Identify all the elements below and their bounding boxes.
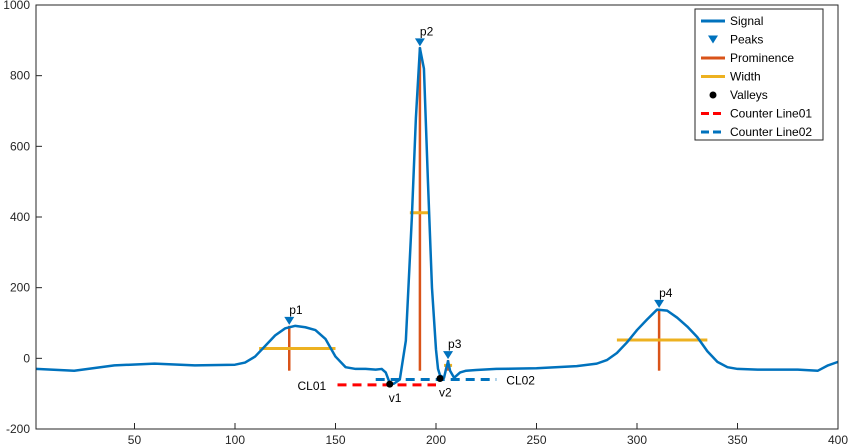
counter-line-label: CL02 bbox=[506, 374, 535, 388]
peak-label: p2 bbox=[420, 24, 434, 38]
legend-label: Width bbox=[730, 70, 761, 84]
x-tick-label: 300 bbox=[627, 433, 647, 447]
peak-label: p4 bbox=[659, 286, 673, 300]
peak-marker bbox=[284, 316, 295, 325]
peak-marker bbox=[443, 351, 454, 360]
valley-marker bbox=[436, 374, 444, 382]
legend-label: Counter Line02 bbox=[730, 125, 812, 139]
x-tick-label: 400 bbox=[828, 433, 848, 447]
axes: 50 100 150 200 250 300 350 400 -200 0 200 400 600 800… bbox=[3, 0, 848, 447]
valley-label: v2 bbox=[439, 385, 452, 399]
legend-label: Counter Line01 bbox=[730, 107, 812, 121]
peak-label: p3 bbox=[448, 337, 462, 351]
y-tick-label: 0 bbox=[23, 351, 30, 365]
y-tick-label: 1000 bbox=[3, 0, 30, 12]
x-tick-label: 250 bbox=[526, 433, 546, 447]
x-tick-label: 150 bbox=[325, 433, 345, 447]
signal-series: p1 p2 p3 p4 v1 v2 bbox=[35, 24, 839, 405]
y-tick-label: 800 bbox=[10, 69, 30, 83]
peak-marker bbox=[414, 38, 425, 47]
x-tick-label: 100 bbox=[225, 433, 245, 447]
legend: Signal Peaks Prominence Width Valleys Counter… bbox=[694, 8, 824, 141]
x-tick-label: 350 bbox=[727, 433, 747, 447]
y-tick-label: -200 bbox=[6, 422, 30, 436]
legend-swatch bbox=[709, 91, 717, 99]
y-tick-label: 400 bbox=[10, 210, 30, 224]
valley-label: v1 bbox=[389, 391, 402, 405]
peak-label: p1 bbox=[289, 303, 303, 317]
legend-label: Valleys bbox=[730, 88, 768, 102]
signal-line bbox=[35, 46, 839, 386]
valley-marker bbox=[386, 380, 394, 388]
counter-line-label: CL01 bbox=[298, 379, 327, 393]
x-tick-label: 200 bbox=[426, 433, 446, 447]
y-tick-label: 200 bbox=[10, 281, 30, 295]
peak-marker bbox=[654, 299, 665, 308]
y-tick-label: 600 bbox=[10, 139, 30, 153]
legend-box bbox=[694, 8, 824, 141]
legend-label: Peaks bbox=[730, 33, 763, 47]
legend-label: Signal bbox=[730, 14, 763, 28]
legend-label: Prominence bbox=[730, 51, 794, 65]
x-tick-label: 50 bbox=[128, 433, 142, 447]
legend-swatch bbox=[708, 35, 718, 44]
